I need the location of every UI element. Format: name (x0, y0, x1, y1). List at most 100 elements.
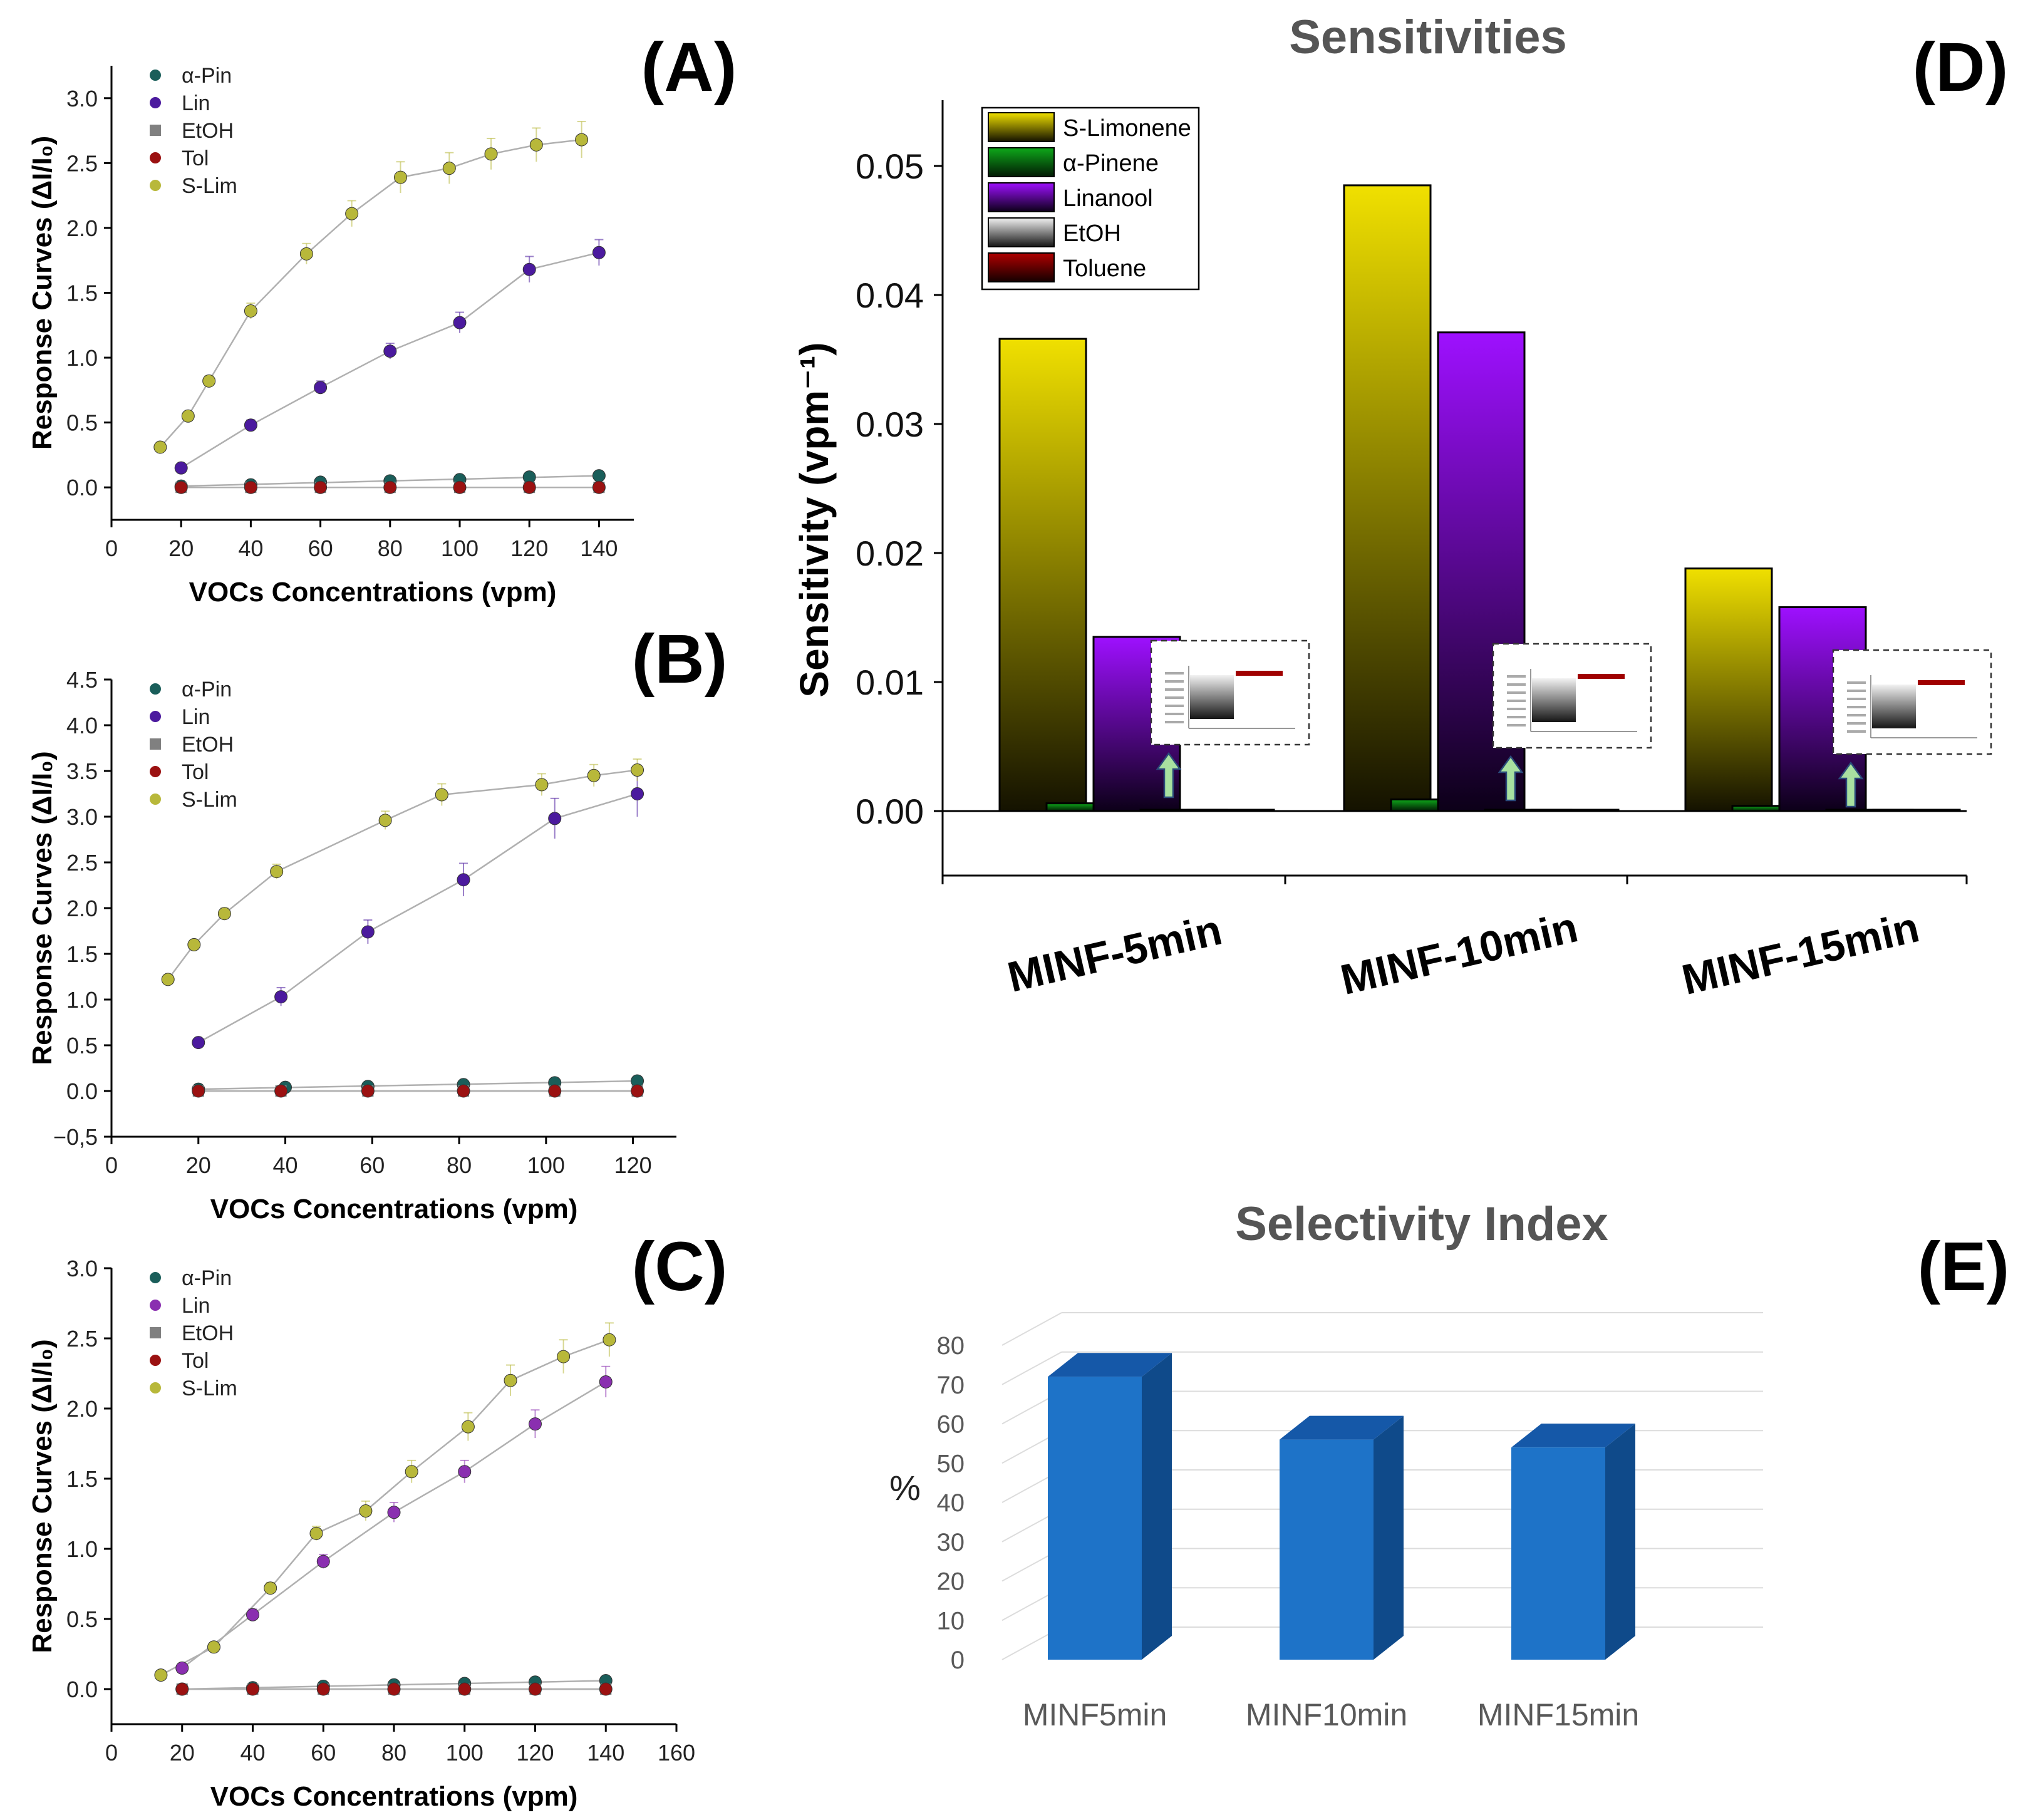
data-point-S-Lim (202, 374, 216, 388)
data-point-Tol (457, 1084, 470, 1098)
data-point-Tol (244, 480, 257, 494)
legend-marker (150, 70, 161, 81)
y-tick-label: 0.03 (856, 405, 924, 444)
legend-label: α-Pin (182, 1266, 232, 1290)
bar-S-Limonene (1343, 184, 1432, 812)
legend-label: Lin (182, 1294, 210, 1318)
data-point-Lin (453, 316, 467, 329)
legend-marker (150, 1300, 161, 1311)
y-tick-label: 2.5 (66, 1326, 98, 1352)
panel-label-e: (E) (1918, 1228, 2010, 1305)
legend-label: Tol (182, 147, 209, 170)
x-tick-label: MINF15min (1477, 1697, 1639, 1732)
legend-marker (150, 1272, 161, 1283)
fit-line-S-Lim (167, 769, 638, 980)
inset-tick-text (1847, 690, 1866, 692)
y-tick-label: 70 (937, 1372, 965, 1399)
data-point-Lin (631, 787, 644, 800)
data-point-S-Lim (484, 147, 498, 161)
data-point-Lin (383, 344, 397, 358)
inset-tick-text (1847, 730, 1866, 733)
x-tick-label: 140 (580, 535, 618, 561)
legend-label: Linanool (1063, 185, 1153, 212)
data-point-Tol (316, 1682, 330, 1696)
chart-title: Sensitivities (1289, 11, 1567, 64)
inset-tick-text (1507, 708, 1526, 710)
legend-swatch (988, 252, 1055, 282)
y-tick-label: 0.5 (66, 410, 98, 436)
legend-label: EtOH (182, 733, 234, 757)
data-point-S-Lim (378, 814, 392, 827)
legend-label: S-Lim (182, 1377, 237, 1400)
x-tick-label: 100 (441, 535, 479, 561)
inset-tick-text (1165, 696, 1184, 699)
y-tick-label: 0.04 (856, 276, 924, 315)
x-tick-label: 160 (658, 1740, 695, 1766)
data-point-Tol (387, 1682, 401, 1696)
legend-label: Lin (182, 705, 210, 729)
y-tick-label: −0,5 (53, 1124, 98, 1150)
data-point-S-Lim (603, 1333, 616, 1347)
inset-tick-text (1507, 683, 1526, 686)
data-point-S-Lim (181, 409, 195, 423)
data-point-Tol (192, 1084, 205, 1098)
data-point-Tol (453, 480, 467, 494)
data-point-S-Lim (557, 1350, 571, 1363)
x-axis-title: VOCs Concentrations (vpm) (189, 577, 557, 608)
data-point-Lin (314, 381, 328, 395)
bar-side (1142, 1353, 1172, 1660)
legend-marker (150, 125, 161, 136)
x-tick-label: MINF-5min (1003, 906, 1226, 1001)
data-point-S-Lim (345, 207, 359, 220)
data-point-Tol (592, 480, 606, 494)
y-tick-label: 4.0 (66, 713, 98, 738)
data-point-S-Lim (270, 865, 284, 879)
legend-marker (150, 152, 161, 163)
data-point-Tol (522, 480, 536, 494)
data-point-Lin (274, 990, 288, 1004)
zoom-arrow (1498, 755, 1524, 802)
inset-tick-text (1165, 680, 1184, 683)
inset-tick-text (1507, 716, 1526, 718)
data-point-Tol (274, 1084, 288, 1098)
y-tick-label: 2.5 (66, 150, 98, 176)
legend-marker (150, 683, 161, 695)
inset-zoom (1832, 649, 1992, 808)
y-tick-label: 3.0 (66, 804, 98, 830)
fit-line-S-Lim (160, 1339, 610, 1676)
legend-label: EtOH (182, 1321, 234, 1345)
zoom-arrow (1838, 761, 1864, 808)
y-tick-label: 2.0 (66, 896, 98, 921)
x-tick-label: 120 (516, 1740, 554, 1766)
y-tick-label: 1.5 (66, 1466, 98, 1492)
data-point-S-Lim (461, 1420, 475, 1434)
bar-side (1605, 1424, 1635, 1660)
legend-label: Toluene (1063, 256, 1146, 282)
inset-tick-text (1847, 706, 1866, 708)
data-point-Lin (175, 1661, 189, 1675)
legend-label: Tol (182, 1349, 209, 1373)
inset-tick-text (1165, 672, 1184, 675)
x-tick-label: 120 (510, 535, 548, 561)
data-point-S-Lim (299, 247, 313, 261)
x-tick-label: 80 (378, 535, 403, 561)
data-point-Tol (314, 480, 328, 494)
inset-zoom (1492, 643, 1652, 802)
x-tick-label: MINF-15min (1678, 903, 1924, 1004)
y-tick-label: 4.5 (66, 667, 98, 693)
gridline-side (1001, 1312, 1062, 1346)
y-tick-label: 2.0 (66, 1396, 98, 1422)
data-point-α-Pin (592, 469, 606, 483)
bar-top (1280, 1415, 1404, 1440)
y-tick-label: 0.0 (66, 1078, 98, 1104)
x-tick-label: MINF5min (1023, 1697, 1167, 1732)
y-tick-label: 10 (937, 1607, 965, 1635)
data-point-S-Lim (393, 170, 407, 184)
y-tick-label: 0.02 (856, 534, 924, 573)
bar-Toluene (1186, 809, 1275, 812)
data-point-S-Lim (161, 973, 175, 986)
inset-frame (1492, 643, 1652, 749)
legend-marker (150, 711, 161, 722)
x-tick-label: 40 (273, 1152, 298, 1178)
data-point-Tol (383, 480, 397, 494)
